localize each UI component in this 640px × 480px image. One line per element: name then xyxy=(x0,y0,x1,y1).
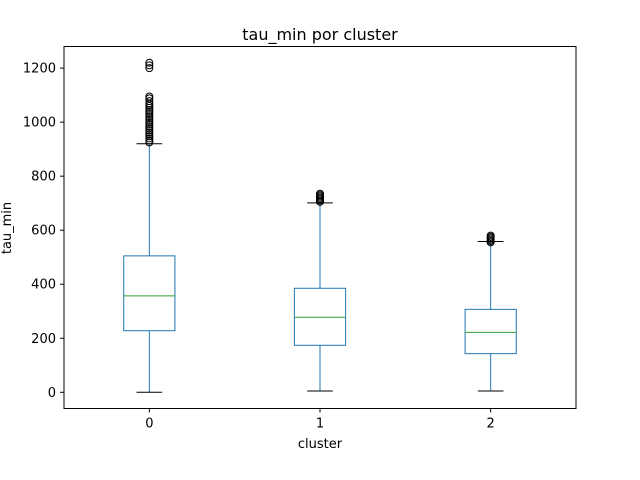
outlier-point xyxy=(145,126,154,135)
outlier-point xyxy=(145,61,154,70)
outlier-point xyxy=(145,122,154,131)
outlier-point xyxy=(145,110,154,119)
outlier-point xyxy=(145,136,154,145)
y-tick-label: 0 xyxy=(48,386,56,401)
x-tick-label: 1 xyxy=(316,417,324,432)
y-tick-label: 400 xyxy=(31,278,56,293)
outlier-point xyxy=(145,118,154,127)
outlier-point xyxy=(145,101,154,110)
outlier-point xyxy=(145,58,154,67)
y-tick-label: 1200 xyxy=(23,62,56,77)
x-axis-label: cluster xyxy=(298,437,343,452)
x-tick-label: 2 xyxy=(487,417,495,432)
plot-area: 0 200 400 600 800 1000 1200 0 1 2 xyxy=(23,58,517,432)
outlier-point xyxy=(145,105,154,114)
box-iqr xyxy=(464,308,517,355)
outlier-point xyxy=(145,112,154,121)
outlier-point xyxy=(316,189,324,198)
outlier-point xyxy=(145,128,154,137)
outlier-point xyxy=(145,92,154,101)
y-tick-label: 1000 xyxy=(23,116,56,131)
box-iqr xyxy=(123,255,176,332)
plot-frame xyxy=(63,46,577,409)
outlier-point xyxy=(145,97,154,106)
outlier-point xyxy=(145,134,154,143)
outlier-point xyxy=(145,64,154,73)
y-axis-label: tau_min xyxy=(0,202,15,254)
chart-title: tau_min por cluster xyxy=(242,25,398,45)
y-tick-label: 600 xyxy=(31,224,56,239)
y-tick-label: 200 xyxy=(31,332,56,347)
outlier-point xyxy=(486,231,495,240)
x-tick-label: 0 xyxy=(145,417,153,432)
y-tick-label: 800 xyxy=(31,170,56,185)
